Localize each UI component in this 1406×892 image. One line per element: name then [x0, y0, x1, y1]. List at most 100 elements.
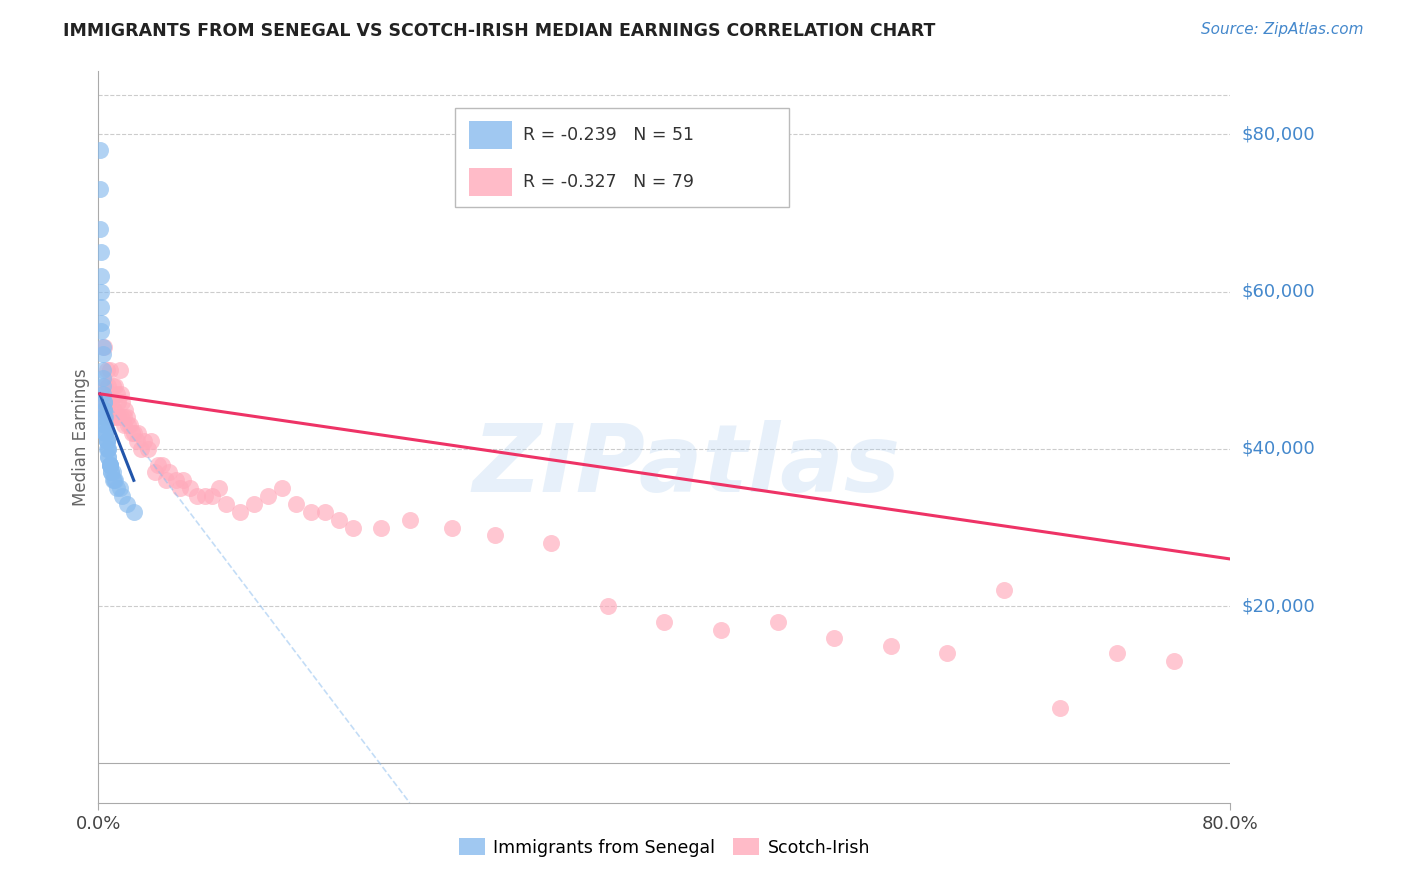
Point [94, 418, 117, 433]
Point [90, 301, 112, 315]
Point [94, 418, 117, 433]
Point [90, 268, 112, 283]
Point [398, 513, 420, 527]
Point [94, 410, 117, 425]
Point [93, 410, 115, 425]
Point [101, 473, 124, 487]
Point [215, 497, 238, 511]
Point [93, 402, 115, 417]
Point [186, 489, 208, 503]
Point [96, 442, 118, 456]
Text: $40,000: $40,000 [1241, 440, 1315, 458]
Point [285, 497, 308, 511]
Point [193, 489, 215, 503]
Point [89, 143, 111, 157]
Point [100, 410, 122, 425]
Point [1049, 701, 1071, 715]
Point [229, 505, 252, 519]
Point [104, 379, 127, 393]
Point [766, 615, 789, 629]
Point [101, 410, 124, 425]
Point [243, 497, 266, 511]
Point [710, 623, 733, 637]
FancyBboxPatch shape [456, 108, 789, 207]
Point [143, 466, 166, 480]
Point [299, 505, 322, 519]
Point [111, 394, 134, 409]
Point [96, 434, 118, 448]
Point [100, 466, 122, 480]
Point [94, 426, 117, 441]
Point [108, 363, 131, 377]
Point [150, 458, 173, 472]
Point [93, 402, 115, 417]
Point [94, 394, 117, 409]
Point [115, 410, 138, 425]
Point [98, 387, 121, 401]
Point [90, 324, 112, 338]
Point [97, 442, 120, 456]
Point [112, 418, 135, 433]
Point [103, 473, 125, 487]
Point [91, 371, 114, 385]
Bar [468, 121, 512, 149]
Point [91, 347, 114, 361]
Point [93, 410, 115, 425]
Point [105, 481, 128, 495]
Point [314, 505, 336, 519]
Point [107, 394, 129, 409]
Point [97, 379, 120, 393]
Point [100, 466, 122, 480]
Point [89, 221, 111, 235]
Point [93, 340, 115, 354]
Point [118, 418, 141, 433]
Point [342, 520, 364, 534]
Point [208, 481, 231, 495]
Point [104, 473, 127, 487]
Point [121, 426, 143, 441]
Point [104, 410, 127, 425]
Point [112, 410, 135, 425]
Point [880, 639, 903, 653]
Text: $80,000: $80,000 [1241, 125, 1315, 144]
Point [93, 410, 115, 425]
Point [103, 402, 125, 417]
Point [98, 458, 121, 472]
Point [91, 402, 114, 417]
Point [101, 466, 124, 480]
Point [179, 481, 201, 495]
Point [94, 418, 117, 433]
Point [157, 466, 180, 480]
Point [110, 387, 132, 401]
Point [98, 363, 121, 377]
Point [98, 458, 121, 472]
Point [91, 379, 114, 393]
Bar [468, 168, 512, 195]
Point [117, 418, 139, 433]
Point [129, 442, 152, 456]
Point [107, 410, 129, 425]
Point [122, 426, 145, 441]
Point [97, 450, 120, 464]
Point [96, 363, 118, 377]
Point [105, 387, 128, 401]
Point [139, 434, 162, 448]
Point [165, 473, 187, 487]
Legend: Immigrants from Senegal, Scotch-Irish: Immigrants from Senegal, Scotch-Irish [451, 831, 877, 863]
Point [90, 316, 112, 330]
Point [540, 536, 562, 550]
Point [101, 379, 124, 393]
Text: ZIPatlas: ZIPatlas [472, 420, 901, 512]
Text: $20,000: $20,000 [1241, 597, 1315, 615]
Point [652, 615, 676, 629]
Point [201, 489, 224, 503]
Point [110, 410, 132, 425]
Point [169, 481, 191, 495]
Point [114, 402, 136, 417]
Point [257, 489, 280, 503]
Point [108, 481, 131, 495]
Point [97, 450, 120, 464]
Point [146, 458, 169, 472]
Point [1107, 646, 1129, 660]
Point [271, 481, 294, 495]
